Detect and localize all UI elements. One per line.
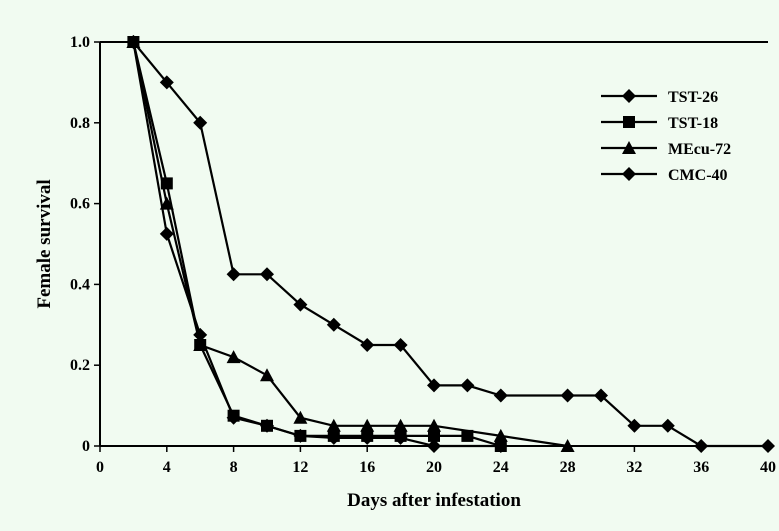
data-point [460,378,475,393]
x-tick-label: 32 [626,459,642,476]
data-point [560,439,575,452]
series-layer [126,35,775,453]
y-tick-label: 0.4 [70,276,90,293]
data-point [260,368,274,382]
data-point [293,410,308,424]
legend-label: CMC-40 [668,167,728,184]
x-tick-label: 24 [493,459,509,476]
x-tick-label: 8 [230,459,238,476]
data-point [360,338,375,352]
y-tick-label: 0 [82,438,90,455]
data-point [393,430,408,445]
y-axis-title: Female survival [34,179,55,308]
data-point [193,338,208,351]
data-point [393,418,408,432]
data-point [326,430,341,445]
data-point [360,418,375,432]
x-tick-label: 40 [760,459,776,476]
data-point [159,226,174,241]
legend-item-1: TST-26 [601,89,718,106]
y-tick-label: 0.2 [70,357,90,374]
data-point [260,267,274,282]
data-point [126,35,141,49]
data-point [293,297,308,312]
legend: TST-26 TST-18 MEcu-72 CMC-40 [601,89,731,184]
data-point [193,115,208,130]
legend-item-4: CMC-40 [601,167,728,184]
legend-label: MEcu-72 [668,141,731,158]
data-point [493,428,508,442]
legend-marker [622,141,636,154]
legend-label: TST-18 [668,115,718,132]
legend-item-3: MEcu-72 [601,141,731,158]
series-2 [127,36,507,452]
legend-label: TST-26 [668,89,718,106]
data-point [428,429,440,442]
y-tick-label: 1.0 [70,34,90,51]
data-point [660,418,675,433]
data-point [193,327,208,342]
legend-item-2: TST-18 [601,115,718,132]
data-point [226,350,241,364]
legend-marker [623,116,635,128]
series-line [132,41,568,448]
legend-marker [622,167,636,181]
data-point [360,430,375,445]
x-tick-label: 20 [426,459,442,476]
x-tick-label: 0 [96,459,104,476]
data-point [627,418,642,433]
data-point [427,378,441,393]
series-4 [126,35,508,453]
series-3 [126,35,575,452]
data-point [293,428,308,443]
x-tick-label: 28 [560,459,576,476]
x-tick-label: 12 [292,459,308,476]
data-point [761,439,775,453]
data-point [326,317,341,332]
data-point [694,439,709,453]
data-point [393,338,408,352]
data-point [260,418,274,433]
x-tick-label: 36 [693,459,709,476]
data-point [159,75,174,90]
data-point [427,439,441,453]
data-point [226,410,241,425]
data-point [226,267,241,282]
x-tick-label: 16 [359,459,375,476]
data-point [326,418,341,432]
data-point [159,196,174,210]
data-point [493,388,508,403]
x-tick-label: 4 [163,459,171,476]
data-point [594,388,608,403]
legend-marker [622,89,636,103]
data-point [560,388,575,403]
data-point [461,429,474,442]
data-point [427,418,441,432]
x-axis-title: Days after infestation [347,490,521,511]
y-tick-label: 0.8 [70,115,90,132]
ticks: 0 4 8 12 16 20 24 28 32 36 40 0 0.2 0.4 0.6 0.8 1.0 [70,34,776,476]
data-point [493,439,508,453]
y-tick-label: 0.6 [70,196,90,213]
